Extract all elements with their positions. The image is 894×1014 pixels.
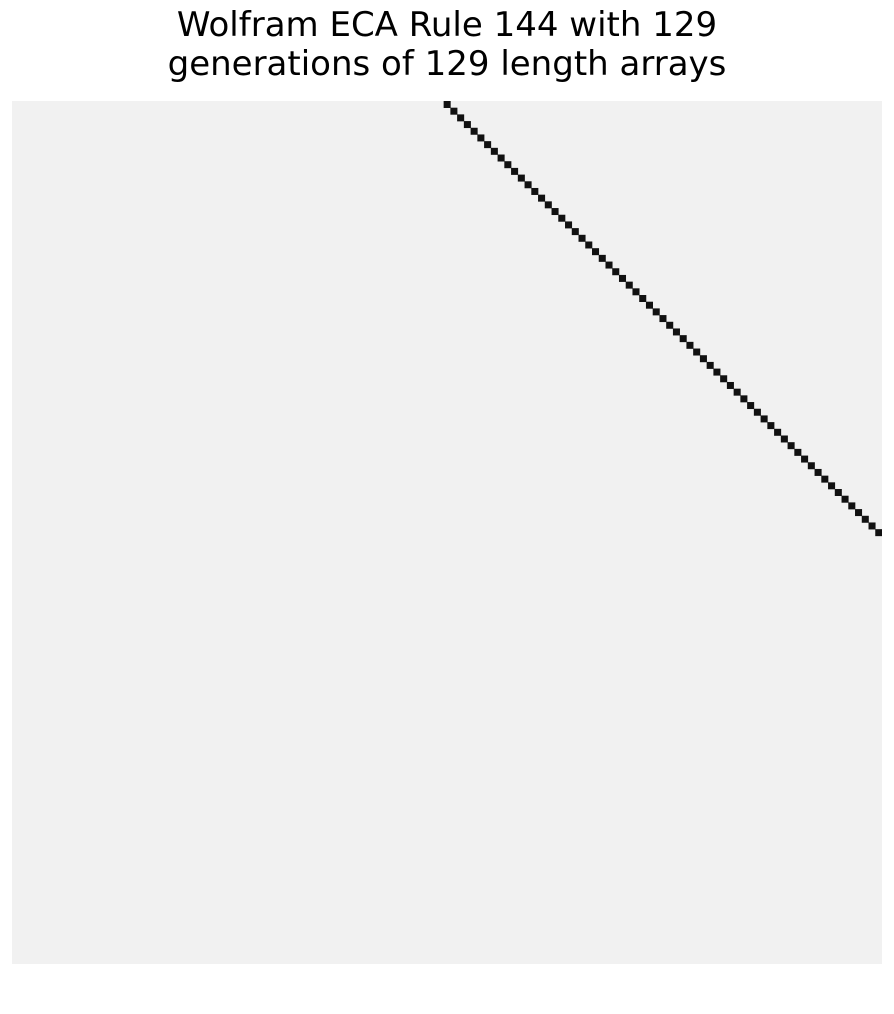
live-cell: [700, 355, 707, 362]
eca-heatmap: [12, 101, 882, 964]
live-cell: [821, 476, 828, 483]
live-cell: [626, 282, 633, 289]
live-cell: [794, 449, 801, 456]
live-cell: [781, 435, 788, 442]
live-cell: [862, 516, 869, 523]
live-cell: [808, 462, 815, 469]
live-cell: [707, 362, 714, 369]
live-cell: [680, 335, 687, 342]
live-cell: [457, 114, 464, 121]
live-cell: [538, 195, 545, 202]
live-cell: [835, 489, 842, 496]
live-cell: [504, 161, 511, 168]
live-cell: [531, 188, 538, 195]
live-cell: [619, 275, 626, 282]
live-cell: [673, 328, 680, 335]
live-cell: [686, 342, 693, 349]
live-cell: [659, 315, 666, 322]
live-cell: [727, 382, 734, 389]
chart-title: Wolfram ECA Rule 144 with 129 generation…: [0, 6, 894, 84]
live-cell: [666, 322, 673, 329]
live-cell: [740, 395, 747, 402]
live-cell: [585, 241, 592, 248]
live-cell: [693, 349, 700, 356]
live-cell: [639, 295, 646, 302]
live-cell: [801, 456, 808, 463]
live-cell: [599, 255, 606, 262]
chart-title-line-1: Wolfram ECA Rule 144 with 129: [0, 6, 894, 45]
live-cell: [747, 402, 754, 409]
live-cell: [869, 522, 876, 529]
live-cell: [788, 442, 795, 449]
live-cell: [525, 181, 532, 188]
live-cell: [605, 262, 612, 269]
live-cell: [518, 175, 525, 182]
live-cell: [653, 308, 660, 315]
live-cell: [720, 375, 727, 382]
live-cell: [875, 529, 882, 536]
live-cell: [579, 235, 586, 242]
live-cell: [828, 482, 835, 489]
live-cell: [464, 121, 471, 128]
live-cell: [761, 415, 768, 422]
live-cell: [491, 148, 498, 155]
live-cell: [558, 215, 565, 222]
live-cell: [592, 248, 599, 255]
live-cell: [545, 201, 552, 208]
live-cell: [477, 134, 484, 141]
live-cell: [444, 101, 451, 108]
live-cell: [855, 509, 862, 516]
live-cell: [484, 141, 491, 148]
live-cell: [646, 302, 653, 309]
live-cell: [842, 496, 849, 503]
live-cell: [848, 502, 855, 509]
live-cell: [565, 221, 572, 228]
live-cell: [774, 429, 781, 436]
chart-title-line-2: generations of 129 length arrays: [0, 45, 894, 84]
live-cell: [754, 409, 761, 416]
heatmap-background: [12, 101, 882, 964]
live-cell: [632, 288, 639, 295]
live-cell: [767, 422, 774, 429]
live-cell: [572, 228, 579, 235]
live-cell: [498, 155, 505, 162]
live-cell: [734, 389, 741, 396]
live-cell: [612, 268, 619, 275]
live-cell: [450, 108, 457, 115]
live-cell: [511, 168, 518, 175]
live-cell: [815, 469, 822, 476]
live-cell: [713, 369, 720, 376]
live-cell: [471, 128, 478, 135]
live-cell: [552, 208, 559, 215]
